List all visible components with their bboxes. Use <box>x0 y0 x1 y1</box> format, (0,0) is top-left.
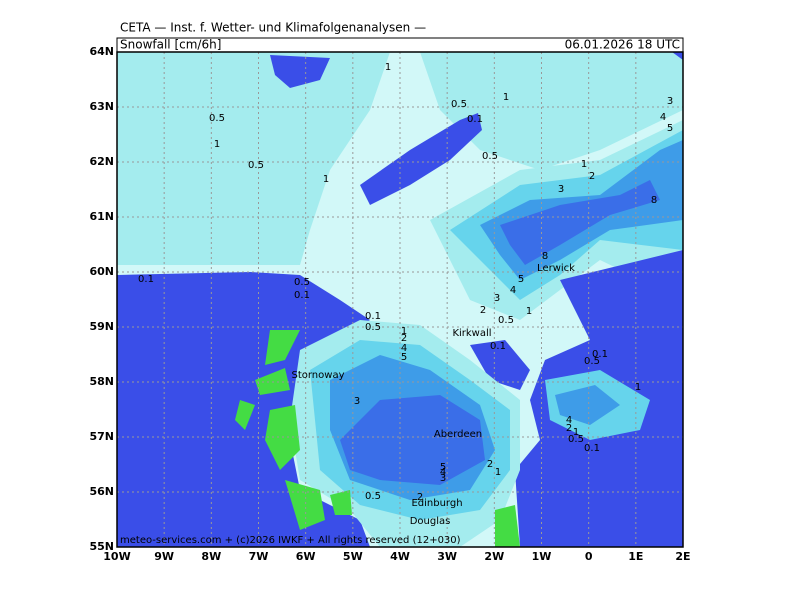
lon-label: 1W <box>532 550 552 563</box>
contour-label: 0.5 <box>482 151 498 162</box>
contour-label: 0.5 <box>209 113 225 124</box>
lat-label: 62N <box>89 155 114 168</box>
contour-label: 0.5 <box>584 356 600 367</box>
contour-label: 3 <box>558 184 564 195</box>
contour-label: 3 <box>667 96 673 107</box>
contour-label: 2 <box>480 305 486 316</box>
contour-label: 1 <box>495 467 501 478</box>
contour-label: 0.1 <box>592 349 608 360</box>
contour-label: 1 <box>385 62 391 73</box>
place-label: Stornoway <box>291 370 344 381</box>
place-label: Douglas <box>410 516 451 527</box>
lon-label: 2E <box>675 550 690 563</box>
lat-label: 63N <box>89 100 114 113</box>
lon-label: 6W <box>296 550 316 563</box>
contour-label: 4 <box>401 343 407 354</box>
place-label: Lerwick <box>537 263 575 274</box>
lat-label: 56N <box>89 485 114 498</box>
contour-label: 0.5 <box>294 277 310 288</box>
valid-time: 06.01.2026 18 UTC <box>565 38 680 52</box>
lat-label: 59N <box>89 320 114 333</box>
field <box>117 52 683 547</box>
contour-label: 5 <box>518 274 524 285</box>
contour-label: 3 <box>494 293 500 304</box>
lon-label: 7W <box>249 550 269 563</box>
lon-label: 1E <box>628 550 643 563</box>
contour-label: 0.1 <box>490 341 506 352</box>
contour-label: 5 <box>401 352 407 363</box>
contour-label: 8 <box>651 195 657 206</box>
contour-label: 0.5 <box>451 99 467 110</box>
contour-label: 0.5 <box>498 315 514 326</box>
contour-label: 4 <box>566 415 572 426</box>
place-label: Kirkwall <box>452 328 491 339</box>
contour-label: 0.1 <box>584 443 600 454</box>
contour-label: 3 <box>354 396 360 407</box>
contour-label: 1 <box>214 139 220 150</box>
contour-label: 4 <box>510 285 516 296</box>
contour-label: 1 <box>581 159 587 170</box>
contour-label: 1 <box>526 306 532 317</box>
contour-label: 1 <box>323 174 329 185</box>
contour-label: 2 <box>401 333 407 344</box>
contour-label: 2 <box>417 492 423 503</box>
footer: meteo-services.com + (c)2026 IWKF + All … <box>120 535 461 546</box>
lat-label: 64N <box>89 45 114 58</box>
contour-label: 1 <box>503 92 509 103</box>
lon-label: 4W <box>390 550 410 563</box>
lon-label: 5W <box>343 550 363 563</box>
variable: Snowfall [cm/6h] <box>120 38 221 52</box>
frame <box>116 51 684 548</box>
contour-label: 5 <box>667 123 673 134</box>
place-label: Aberdeen <box>434 429 482 440</box>
lat-label: 55N <box>89 540 114 553</box>
contour-label: 0.5 <box>248 160 264 171</box>
lon-label: 9W <box>154 550 174 563</box>
contour-label: 1 <box>573 427 579 438</box>
contour-label: 2 <box>589 171 595 182</box>
contour-label: 1 <box>401 326 407 337</box>
contour-label: 0.1 <box>294 290 310 301</box>
lon-label: 3W <box>437 550 457 563</box>
lat-label: 61N <box>89 210 114 223</box>
contour-label: 0.1 <box>138 274 154 285</box>
contour-label: 0.1 <box>467 114 483 125</box>
lon-label: 2W <box>484 550 504 563</box>
lon-label: 0 <box>585 550 593 563</box>
lat-label: 57N <box>89 430 114 443</box>
contour-label: 2 <box>487 459 493 470</box>
place-label: Edinburgh <box>411 498 462 509</box>
contour-label: 0.5 <box>365 322 381 333</box>
contour-label: 0.5 <box>568 434 584 445</box>
contour-label: 0.5 <box>365 491 381 502</box>
lat-label: 60N <box>89 265 114 278</box>
contour-label: 3 <box>440 473 446 484</box>
contour-label: 8 <box>542 251 548 262</box>
contour-label: 2 <box>566 423 572 434</box>
title: CETA — Inst. f. Wetter- und Klimafolgena… <box>120 21 426 35</box>
contour-label: 4 <box>660 112 666 123</box>
lon-label: 8W <box>201 550 221 563</box>
lon-label: 10W <box>103 550 130 563</box>
contour-label: 1 <box>635 382 641 393</box>
contour-label: 5 <box>440 462 446 473</box>
contour-label: 0.1 <box>365 311 381 322</box>
contour-label: 4 <box>440 467 446 478</box>
lat-label: 58N <box>89 375 114 388</box>
